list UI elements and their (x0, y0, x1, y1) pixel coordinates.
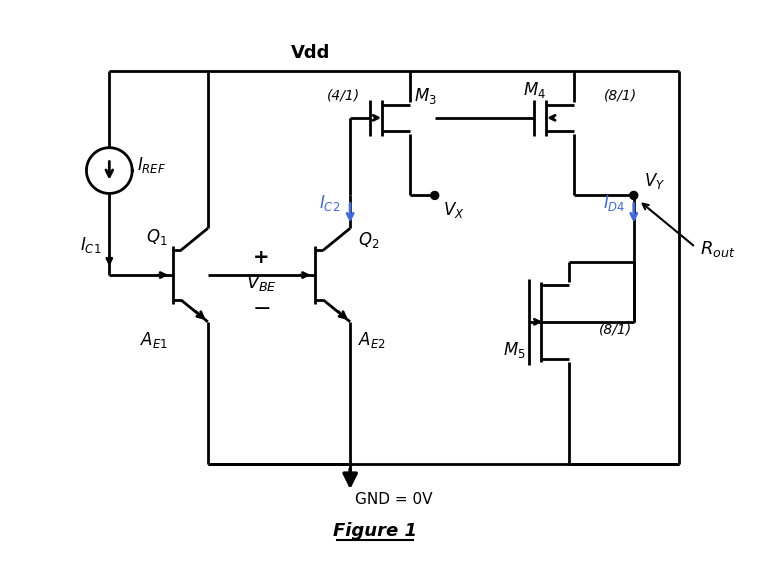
Text: $V_{BE}$: $V_{BE}$ (246, 273, 277, 293)
Circle shape (431, 192, 439, 200)
Text: $Q_2$: $Q_2$ (358, 230, 379, 250)
Text: $Q_1$: $Q_1$ (146, 227, 167, 247)
Text: +: + (253, 247, 270, 267)
Text: $V_X$: $V_X$ (442, 201, 464, 221)
Circle shape (630, 192, 638, 200)
Text: Vdd: Vdd (290, 44, 330, 62)
Text: $I_{C1}$: $I_{C1}$ (80, 235, 101, 255)
Text: $M_5$: $M_5$ (503, 340, 526, 360)
Text: $I_{C2}$: $I_{C2}$ (319, 193, 340, 213)
Text: $-$: $-$ (252, 297, 271, 317)
Text: $A_{E2}$: $A_{E2}$ (358, 330, 386, 350)
Text: GND = 0V: GND = 0V (355, 492, 432, 507)
Text: $M_3$: $M_3$ (414, 86, 437, 106)
Text: Figure 1: Figure 1 (333, 522, 417, 540)
Text: $A_{E1}$: $A_{E1}$ (140, 330, 168, 350)
Text: $V_Y$: $V_Y$ (644, 172, 665, 192)
Text: $M_4$: $M_4$ (523, 80, 546, 100)
Text: $I_{REF}$: $I_{REF}$ (138, 154, 166, 174)
Text: (8/1): (8/1) (604, 89, 637, 103)
Text: (8/1): (8/1) (599, 323, 632, 337)
Text: $R_{out}$: $R_{out}$ (701, 239, 736, 259)
Text: (4/1): (4/1) (327, 89, 360, 103)
Text: $I_{D4}$: $I_{D4}$ (603, 193, 625, 213)
